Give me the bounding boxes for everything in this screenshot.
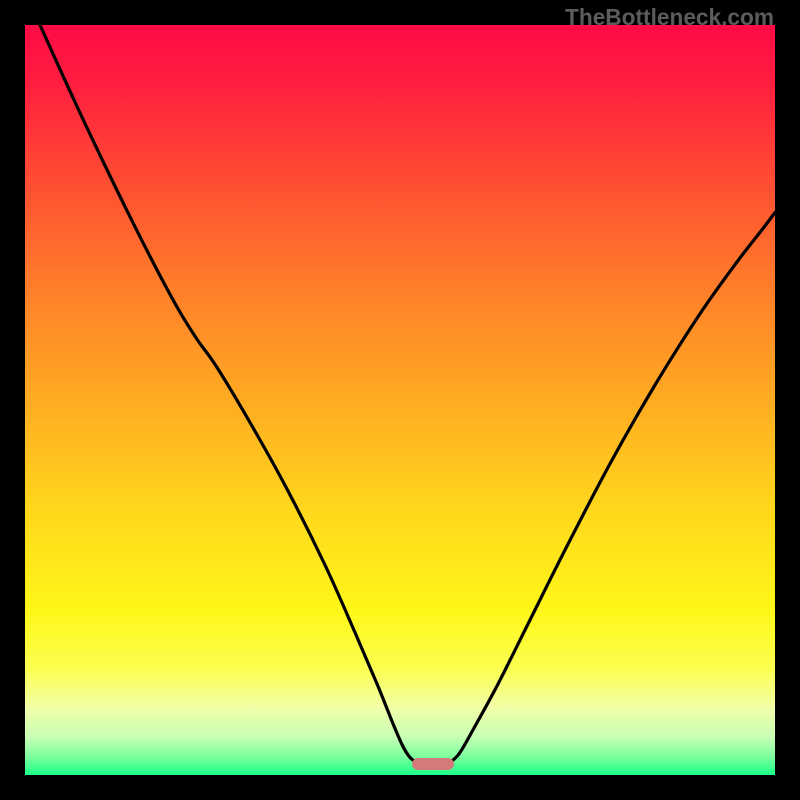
chart-container: TheBottleneck.com: [0, 0, 800, 800]
bottleneck-curve: [0, 0, 800, 800]
optimal-point-marker: [412, 758, 453, 770]
